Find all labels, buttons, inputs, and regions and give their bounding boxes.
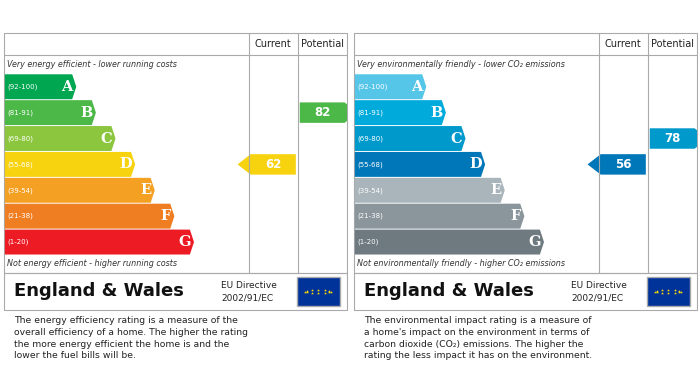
Text: (55-68): (55-68) [358,161,384,168]
Polygon shape [300,102,358,123]
Text: (92-100): (92-100) [358,84,388,90]
Text: Potential: Potential [650,39,694,49]
Text: E: E [490,183,501,197]
Polygon shape [5,204,174,229]
Text: G: G [178,235,190,249]
Polygon shape [355,178,505,203]
Text: A: A [62,80,73,94]
Text: 82: 82 [314,106,330,119]
Text: (1-20): (1-20) [358,239,379,245]
Text: Environmental Impact (CO₂) Rating: Environmental Impact (CO₂) Rating [362,12,636,26]
Text: 2002/91/EC: 2002/91/EC [221,294,274,303]
Polygon shape [650,128,700,149]
Polygon shape [355,126,466,151]
Polygon shape [355,100,446,125]
Text: C: C [451,131,462,145]
Text: EU Directive: EU Directive [571,282,627,291]
Polygon shape [5,100,96,125]
Text: EU Directive: EU Directive [221,282,277,291]
Text: G: G [528,235,540,249]
Text: 2002/91/EC: 2002/91/EC [571,294,624,303]
Polygon shape [587,154,646,175]
Text: Not energy efficient - higher running costs: Not energy efficient - higher running co… [7,260,177,269]
Polygon shape [5,74,76,99]
Text: (55-68): (55-68) [8,161,34,168]
Polygon shape [355,152,485,177]
Polygon shape [5,178,155,203]
Polygon shape [5,152,135,177]
Text: England & Wales: England & Wales [364,283,533,301]
Text: (1-20): (1-20) [8,239,29,245]
Text: B: B [430,106,442,120]
Text: 56: 56 [615,158,631,171]
Text: D: D [119,158,132,171]
Text: F: F [510,209,521,223]
Text: (39-54): (39-54) [8,187,34,194]
Text: (69-80): (69-80) [358,135,384,142]
Polygon shape [355,74,426,99]
Text: Very energy efficient - lower running costs: Very energy efficient - lower running co… [7,60,177,69]
Bar [647,277,690,306]
Polygon shape [5,126,116,151]
Text: F: F [160,209,171,223]
Text: (69-80): (69-80) [8,135,34,142]
Text: (21-38): (21-38) [8,213,34,219]
Text: (81-91): (81-91) [8,109,34,116]
Text: A: A [412,80,423,94]
Text: Very environmentally friendly - lower CO₂ emissions: Very environmentally friendly - lower CO… [357,60,565,69]
Polygon shape [355,230,544,255]
Text: E: E [140,183,151,197]
Text: Current: Current [255,39,292,49]
Text: Not environmentally friendly - higher CO₂ emissions: Not environmentally friendly - higher CO… [357,260,565,269]
Text: B: B [80,106,92,120]
Text: Current: Current [605,39,642,49]
Text: (92-100): (92-100) [8,84,38,90]
Text: 78: 78 [664,132,680,145]
Text: England & Wales: England & Wales [14,283,183,301]
Text: Energy Efficiency Rating: Energy Efficiency Rating [12,12,203,26]
Text: (81-91): (81-91) [358,109,384,116]
Text: C: C [101,131,112,145]
Polygon shape [5,230,194,255]
Polygon shape [237,154,296,175]
Text: D: D [469,158,482,171]
Text: (21-38): (21-38) [358,213,384,219]
Polygon shape [355,204,524,229]
Text: 62: 62 [265,158,281,171]
Text: The energy efficiency rating is a measure of the
overall efficiency of a home. T: The energy efficiency rating is a measur… [14,316,248,361]
Bar [297,277,340,306]
Text: The environmental impact rating is a measure of
a home's impact on the environme: The environmental impact rating is a mea… [364,316,592,361]
Text: (39-54): (39-54) [358,187,384,194]
Text: Potential: Potential [300,39,344,49]
